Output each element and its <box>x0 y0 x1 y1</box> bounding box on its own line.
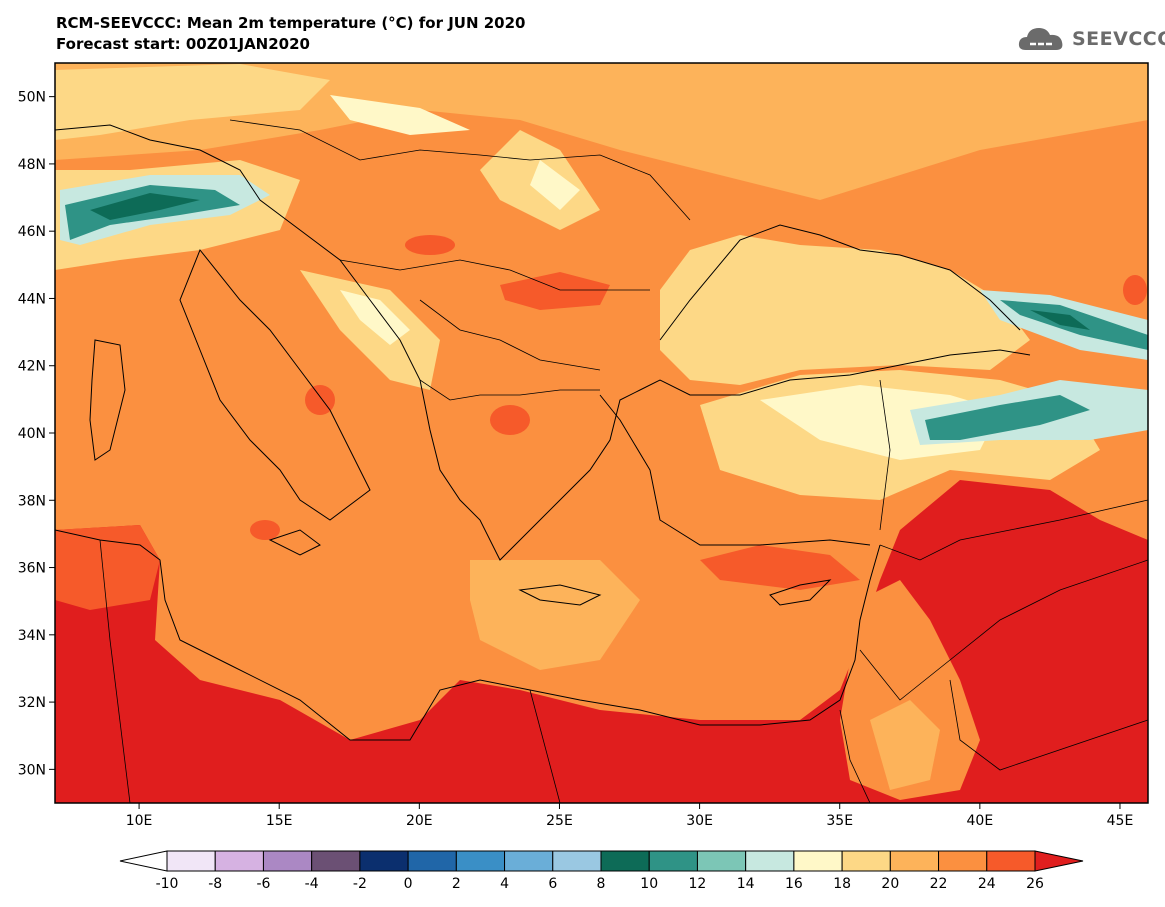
balkans-cool <box>340 290 410 345</box>
colorbar-box <box>262 850 313 872</box>
colorbar-box <box>166 850 216 872</box>
colorbar-label: -4 <box>305 876 319 892</box>
lon-tick-label: 30E <box>686 813 713 829</box>
colorbar-label: -2 <box>353 876 367 892</box>
alps-cold <box>65 185 240 240</box>
lat-tick-label: 50N <box>18 90 46 106</box>
colorbar-over <box>1034 850 1084 872</box>
colorbar-label: 26 <box>1026 876 1044 892</box>
colorbar-box <box>745 850 795 872</box>
lon-tick-label: 10E <box>126 813 153 829</box>
colorbar-label: 22 <box>930 876 948 892</box>
lon-tick-label: 20E <box>406 813 433 829</box>
colorbar-box <box>504 850 554 872</box>
central-med-cool <box>470 560 640 670</box>
hotspot-hungary <box>405 235 455 255</box>
hotspot-sicily <box>250 520 280 540</box>
colorbar-label: 18 <box>833 876 851 892</box>
colorbar-label: 24 <box>978 876 996 892</box>
forecast-start: Forecast start: 00Z01JAN2020 <box>56 35 310 53</box>
coastlines <box>55 124 1031 741</box>
colorbar-label: 4 <box>500 876 509 892</box>
colorbar-box <box>986 850 1036 872</box>
colorbar-box <box>311 850 361 872</box>
colorbar-label: -6 <box>256 876 270 892</box>
lon-tick-label: 45E <box>1107 813 1134 829</box>
colorbar-label: 2 <box>452 876 461 892</box>
danube-hot <box>500 272 610 310</box>
lat-tick-label: 46N <box>18 224 46 240</box>
colorbar-label: 14 <box>737 876 755 892</box>
lat-tick-label: 36N <box>18 561 46 577</box>
east-anatolia <box>925 395 1090 440</box>
lat-tick-label: 44N <box>18 291 46 307</box>
colorbar-label: -8 <box>208 876 222 892</box>
colorbar-label: 8 <box>597 876 606 892</box>
lon-tick-label: 35E <box>826 813 853 829</box>
colorbar-label: 10 <box>640 876 658 892</box>
logo-text: SEEVCCC <box>1072 28 1165 50</box>
colorbar-label: 0 <box>404 876 413 892</box>
colorbar-box <box>793 850 843 872</box>
colorbar-box <box>359 850 409 872</box>
colorbar-label: 16 <box>785 876 803 892</box>
lat-tick-label: 32N <box>18 695 46 711</box>
lon-tick-label: 40E <box>967 813 994 829</box>
north-west-region <box>55 64 330 140</box>
borders <box>99 119 1148 803</box>
turkey-coast-hot <box>700 545 860 590</box>
black-sea <box>660 235 1030 385</box>
colorbar-box <box>696 850 747 872</box>
colorbar-box <box>552 850 602 872</box>
balkans <box>300 270 440 390</box>
hotspot-greece <box>490 405 530 435</box>
lat-tick-label: 42N <box>18 359 46 375</box>
carpathians-cool <box>530 160 580 210</box>
lat-tick-label: 38N <box>18 493 46 509</box>
alps-coldest <box>90 193 200 220</box>
sinai-zone <box>870 700 940 790</box>
lat-tick-label: 34N <box>18 628 46 644</box>
colorbar-box <box>841 850 891 872</box>
latitude-axis: 30N 32N 34N 36N 38N 40N 42N 44N 46N 48N 50N <box>18 90 55 778</box>
longitude-axis: 10E 15E 20E 25E 30E 35E 40E 45E <box>126 803 1134 829</box>
colorbar-under <box>119 850 168 872</box>
lon-tick-label: 15E <box>266 813 293 829</box>
lat-tick-label: 48N <box>18 157 46 173</box>
colorbar-box <box>938 850 988 872</box>
colorbar-label: 20 <box>881 876 899 892</box>
tunisia-zone <box>55 525 160 610</box>
lat-tick-label: 40N <box>18 426 46 442</box>
colorbar-box <box>600 850 650 872</box>
north-region <box>55 63 1148 200</box>
lon-tick-label: 25E <box>546 813 573 829</box>
colorbar-label: 12 <box>689 876 707 892</box>
colorbar-box <box>648 850 698 872</box>
colorbar-box <box>889 850 940 872</box>
hotspot-east <box>1123 275 1147 305</box>
levant-zone <box>840 580 980 800</box>
cloud-icon <box>1018 28 1063 50</box>
caucasus-peak <box>1030 310 1090 330</box>
hotspot-italy <box>305 385 335 415</box>
chart-title: RCM-SEEVCCC: Mean 2m temperature (°C) fo… <box>56 14 526 32</box>
colorbar-label: 6 <box>548 876 557 892</box>
colorbar-box <box>455 850 506 872</box>
colorbar-box <box>407 850 457 872</box>
colorbar-label: -10 <box>156 876 179 892</box>
seevccc-logo: SEEVCCC <box>1016 22 1165 56</box>
carpathian-north <box>330 95 470 135</box>
lat-tick-label: 30N <box>18 762 46 778</box>
colorbar-box <box>214 850 264 872</box>
